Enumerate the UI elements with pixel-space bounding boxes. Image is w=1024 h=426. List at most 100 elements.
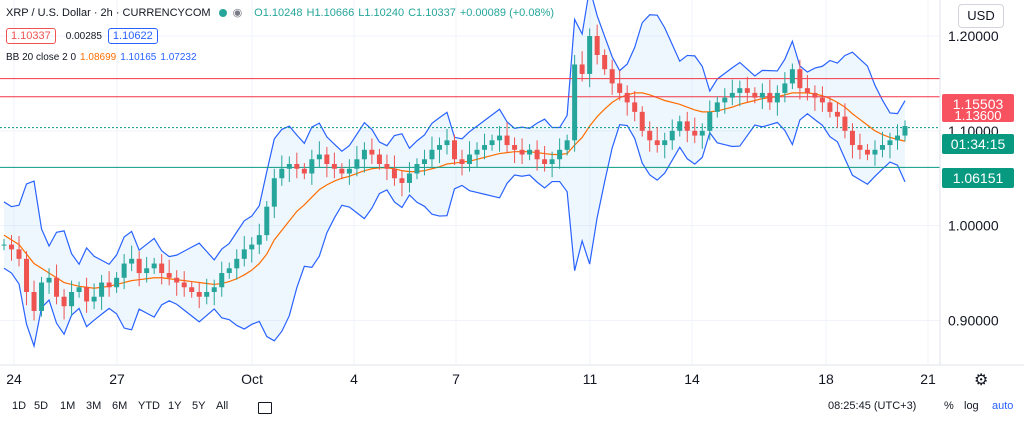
ask-price-button[interactable]: 1.10622 (107, 28, 158, 44)
symbol-title[interactable]: XRP / U.S. Dollar · 2h · CURRENCYCOM (6, 6, 211, 19)
auto-toggle[interactable]: auto (992, 400, 1014, 412)
time-tick-label: 18 (818, 371, 834, 387)
candle-body (737, 88, 743, 93)
candle-body (489, 140, 495, 146)
timeframe-1m[interactable]: 1M (60, 400, 76, 412)
candle-body (99, 282, 105, 297)
currency-button[interactable]: USD (958, 4, 1004, 28)
candle-body (391, 168, 397, 179)
candle-body (31, 292, 37, 311)
candle-body (729, 92, 735, 98)
clock[interactable]: 08:25:45 (UTC+3) (828, 400, 917, 412)
candle-body (16, 249, 22, 259)
candle-body (549, 159, 555, 165)
candle-body (639, 111, 645, 131)
candle-body (316, 154, 322, 160)
candle-body (579, 64, 585, 74)
bb-lower-value: 1.07232 (160, 52, 197, 63)
candlesticks (1, 24, 908, 321)
candle-body (872, 149, 878, 155)
bb-legend[interactable]: BB 20 close 2 0 1.08699 1.10165 1.07232 (6, 52, 201, 63)
timeframe-5y[interactable]: 5Y (192, 400, 206, 412)
candle-body (271, 178, 277, 207)
candle-body (436, 145, 442, 150)
candle-body (542, 159, 548, 165)
candle-body (564, 140, 570, 150)
candle-body (624, 92, 630, 103)
timeframe-3m[interactable]: 3M (86, 400, 102, 412)
candle-body (857, 145, 863, 150)
candle-body (226, 268, 232, 274)
candle-body (384, 164, 390, 169)
candle-body (309, 159, 315, 174)
candle-body (504, 135, 510, 146)
candle-body (902, 126, 908, 136)
ohlc-low: L1.10240 (358, 6, 405, 19)
timeframe-6m[interactable]: 6M (112, 400, 128, 412)
log-toggle[interactable]: log (964, 400, 979, 412)
candle-body (842, 116, 848, 131)
time-tick-label: Oct (241, 371, 263, 387)
chart-grid (0, 0, 940, 365)
candle-body (324, 154, 330, 165)
candle-body (159, 263, 165, 274)
candle-body (512, 145, 518, 150)
candle-body (834, 111, 840, 117)
candle-body (211, 287, 217, 292)
candle-body (286, 164, 292, 169)
candle-body (144, 268, 150, 274)
date-range-icon[interactable] (258, 402, 272, 414)
candle-body (1, 244, 7, 246)
red-line-tag-under: 1.13600 (942, 110, 1014, 122)
candle-body (774, 92, 780, 103)
candle-body (301, 168, 307, 174)
candle-body (474, 149, 480, 155)
eye-icon[interactable]: ◉ (232, 7, 243, 19)
candle-body (812, 92, 818, 98)
candle-body (707, 111, 713, 131)
candle-body (669, 130, 675, 141)
candle-body (722, 97, 728, 103)
candle-body (151, 263, 157, 269)
candle-body (429, 149, 435, 160)
time-axis: 24 27 Oct 4 7 11 14 18 21 (0, 364, 1024, 387)
candle-body (519, 149, 525, 155)
bb-lower-line (3, 112, 906, 349)
candle-body (196, 292, 202, 297)
candle-body (827, 102, 833, 112)
time-tick-label: 21 (920, 371, 936, 387)
candle-body (241, 249, 247, 259)
candle-body (894, 135, 900, 141)
candle-body (684, 121, 690, 131)
candle-body (609, 69, 615, 84)
candle-body (647, 130, 653, 141)
candle-body (219, 273, 225, 288)
candle-body (587, 36, 593, 74)
candle-body (24, 258, 30, 292)
bb-basis-value: 1.08699 (80, 52, 117, 63)
red-line-tag-top: 1.15503 (942, 94, 1014, 114)
candle-body (527, 149, 533, 155)
candle-body (256, 235, 262, 245)
candle-body (459, 159, 465, 165)
timeframe-ytd[interactable]: YTD (138, 400, 160, 412)
candle-body (204, 292, 210, 297)
candle-body (797, 69, 803, 89)
settings-gear-icon[interactable]: ⚙ (974, 372, 989, 389)
candle-body (759, 92, 765, 98)
timeframe-all[interactable]: All (216, 400, 229, 412)
countdown-tag: 01:34:15 (942, 134, 1014, 154)
timeframe-1d[interactable]: 1D (12, 400, 27, 412)
candle-body (699, 130, 705, 136)
candle-body (406, 173, 412, 183)
percent-toggle[interactable]: % (944, 400, 954, 412)
candle-body (69, 292, 75, 307)
candle-body (84, 287, 90, 302)
bid-price-button[interactable]: 1.10337 (6, 28, 56, 44)
timeframe-5d[interactable]: 5D (34, 400, 49, 412)
candle-body (39, 282, 45, 311)
candle-body (61, 296, 67, 307)
timeframe-1y[interactable]: 1Y (168, 400, 182, 412)
candle-body (452, 140, 457, 160)
